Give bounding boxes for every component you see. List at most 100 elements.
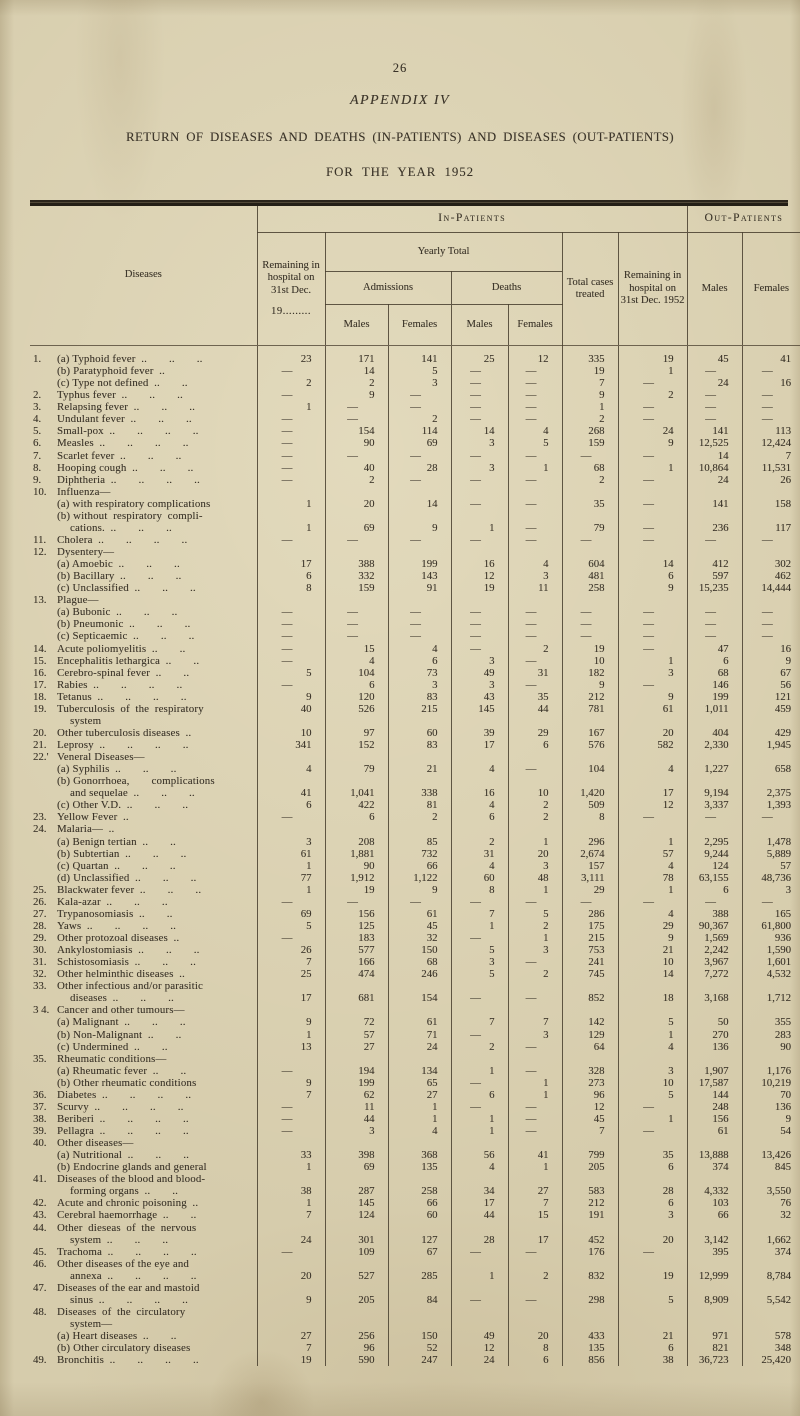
value-cell: 60 (388, 1209, 451, 1221)
value-cell (325, 546, 388, 558)
value-cell: — (451, 534, 508, 546)
row-number: 29. (30, 932, 57, 944)
table-row: 9.Diphtheria .. .. .. ..—2———2—2426 (30, 474, 800, 486)
disease-cell: (b) Pneumonic .. .. .. (30, 618, 257, 630)
header-admissions-males: Males (325, 305, 388, 346)
disease-label: system— (57, 1318, 257, 1330)
value-cell: 578 (742, 1330, 800, 1342)
value-cell (388, 486, 451, 498)
value-cell: 348 (742, 1342, 800, 1354)
value-cell: 21 (618, 1330, 687, 1342)
value-cell: — (451, 1029, 508, 1041)
value-cell: 16 (451, 775, 508, 799)
disease-label: Schistosomiasis .. .. .. (57, 956, 257, 968)
value-cell: — (451, 498, 508, 510)
disease-label: Typhus fever .. .. .. (57, 389, 257, 401)
value-cell: 1,478 (742, 836, 800, 848)
value-cell: 14 (687, 450, 742, 462)
value-cell: 404 (687, 727, 742, 739)
value-cell: 171 (325, 346, 388, 366)
row-number: 23. (30, 811, 57, 823)
value-cell: 273 (562, 1077, 618, 1089)
row-number (30, 1065, 57, 1077)
value-cell: 2 (257, 377, 325, 389)
disease-label: Other infectious and/or parasitic (57, 980, 257, 992)
value-cell: 12 (451, 570, 508, 582)
table-row: 6.Measles .. .. .. ..—906935159912,52512… (30, 437, 800, 449)
disease-line: sinus .. .. .. .. (30, 1294, 257, 1306)
value-cell: — (451, 606, 508, 618)
row-number: 42. (30, 1197, 57, 1209)
value-cell: 44 (451, 1209, 508, 1221)
value-cell: 3 (388, 377, 451, 389)
value-cell: — (562, 606, 618, 618)
disease-cell: 25.Blackwater fever .. .. .. (30, 884, 257, 896)
value-cell: 597 (687, 570, 742, 582)
value-cell: — (742, 606, 800, 618)
value-cell: 69 (325, 1161, 388, 1173)
value-cell: — (742, 896, 800, 908)
value-cell: 5 (257, 667, 325, 679)
value-cell: 328 (562, 1065, 618, 1077)
row-number (30, 498, 57, 510)
value-cell: 1 (451, 510, 508, 534)
value-cell: 2 (325, 377, 388, 389)
value-cell: 6 (508, 1354, 562, 1366)
value-cell: — (508, 763, 562, 775)
disease-cell: 45.Trachoma .. .. .. .. (30, 1246, 257, 1258)
value-cell: — (742, 618, 800, 630)
value-cell: 36,723 (687, 1354, 742, 1366)
value-cell: 191 (562, 1209, 618, 1221)
value-cell: 135 (388, 1161, 451, 1173)
value-cell: 2 (508, 920, 562, 932)
table-row: (b) Endocrine glands and general16913541… (30, 1161, 800, 1173)
value-cell: 27 (508, 1173, 562, 1197)
disease-line: (a) Amoebic .. .. .. (30, 558, 257, 570)
value-cell: 604 (562, 558, 618, 570)
value-cell: 268 (562, 425, 618, 437)
disease-line: (a) Nutritional .. .. .. (30, 1149, 257, 1161)
header-deaths-males: Males (451, 305, 508, 346)
disease-label: Pellagra .. .. .. .. (57, 1125, 257, 1137)
table-row: (a) Nutritional .. .. ..3339836856417993… (30, 1149, 800, 1161)
value-cell (451, 546, 508, 558)
value-cell: — (687, 896, 742, 908)
value-cell: 76 (742, 1197, 800, 1209)
value-cell: 72 (325, 1016, 388, 1028)
value-cell: — (508, 413, 562, 425)
value-cell: — (257, 365, 325, 377)
value-cell: — (687, 630, 742, 642)
value-cell: 1 (257, 1161, 325, 1173)
value-cell: 79 (325, 763, 388, 775)
table-row: 27.Trypanosomiasis .. ..6915661752864388… (30, 908, 800, 920)
table-row: 32.Other helminthic diseases ..254742465… (30, 968, 800, 980)
value-cell: 1,227 (687, 763, 742, 775)
value-cell: 374 (687, 1161, 742, 1173)
value-cell: 9 (618, 582, 687, 594)
value-cell: 4 (325, 655, 388, 667)
value-cell (257, 1004, 325, 1016)
value-cell: 23 (257, 346, 325, 366)
disease-label: Small-pox .. .. .. .. (57, 425, 257, 437)
disease-label: (b) Paratyphoid fever .. (57, 365, 257, 377)
disease-line: 38.Beriberi .. .. .. .. (30, 1113, 257, 1125)
value-cell: 6 (618, 1161, 687, 1173)
value-cell: 12,999 (687, 1258, 742, 1282)
disease-line: 1.(a) Typhoid fever .. .. .. (30, 353, 257, 365)
table-row: 48.Diseases of the circulatorysystem— (30, 1306, 800, 1330)
value-cell: — (618, 1246, 687, 1258)
value-cell: 25 (257, 968, 325, 980)
value-cell: 71 (388, 1029, 451, 1041)
disease-line: 3.Relapsing fever .. .. .. (30, 401, 257, 413)
value-cell: 10 (257, 727, 325, 739)
value-cell: — (257, 896, 325, 908)
disease-cell: 20.Other tuberculosis diseases .. (30, 727, 257, 739)
value-cell: 10 (618, 1077, 687, 1089)
value-cell (325, 486, 388, 498)
value-cell: — (325, 450, 388, 462)
row-number: 3 4. (30, 1004, 57, 1016)
value-cell: — (508, 377, 562, 389)
value-cell: — (257, 1065, 325, 1077)
value-cell (742, 1306, 800, 1330)
value-cell: 5 (508, 437, 562, 449)
